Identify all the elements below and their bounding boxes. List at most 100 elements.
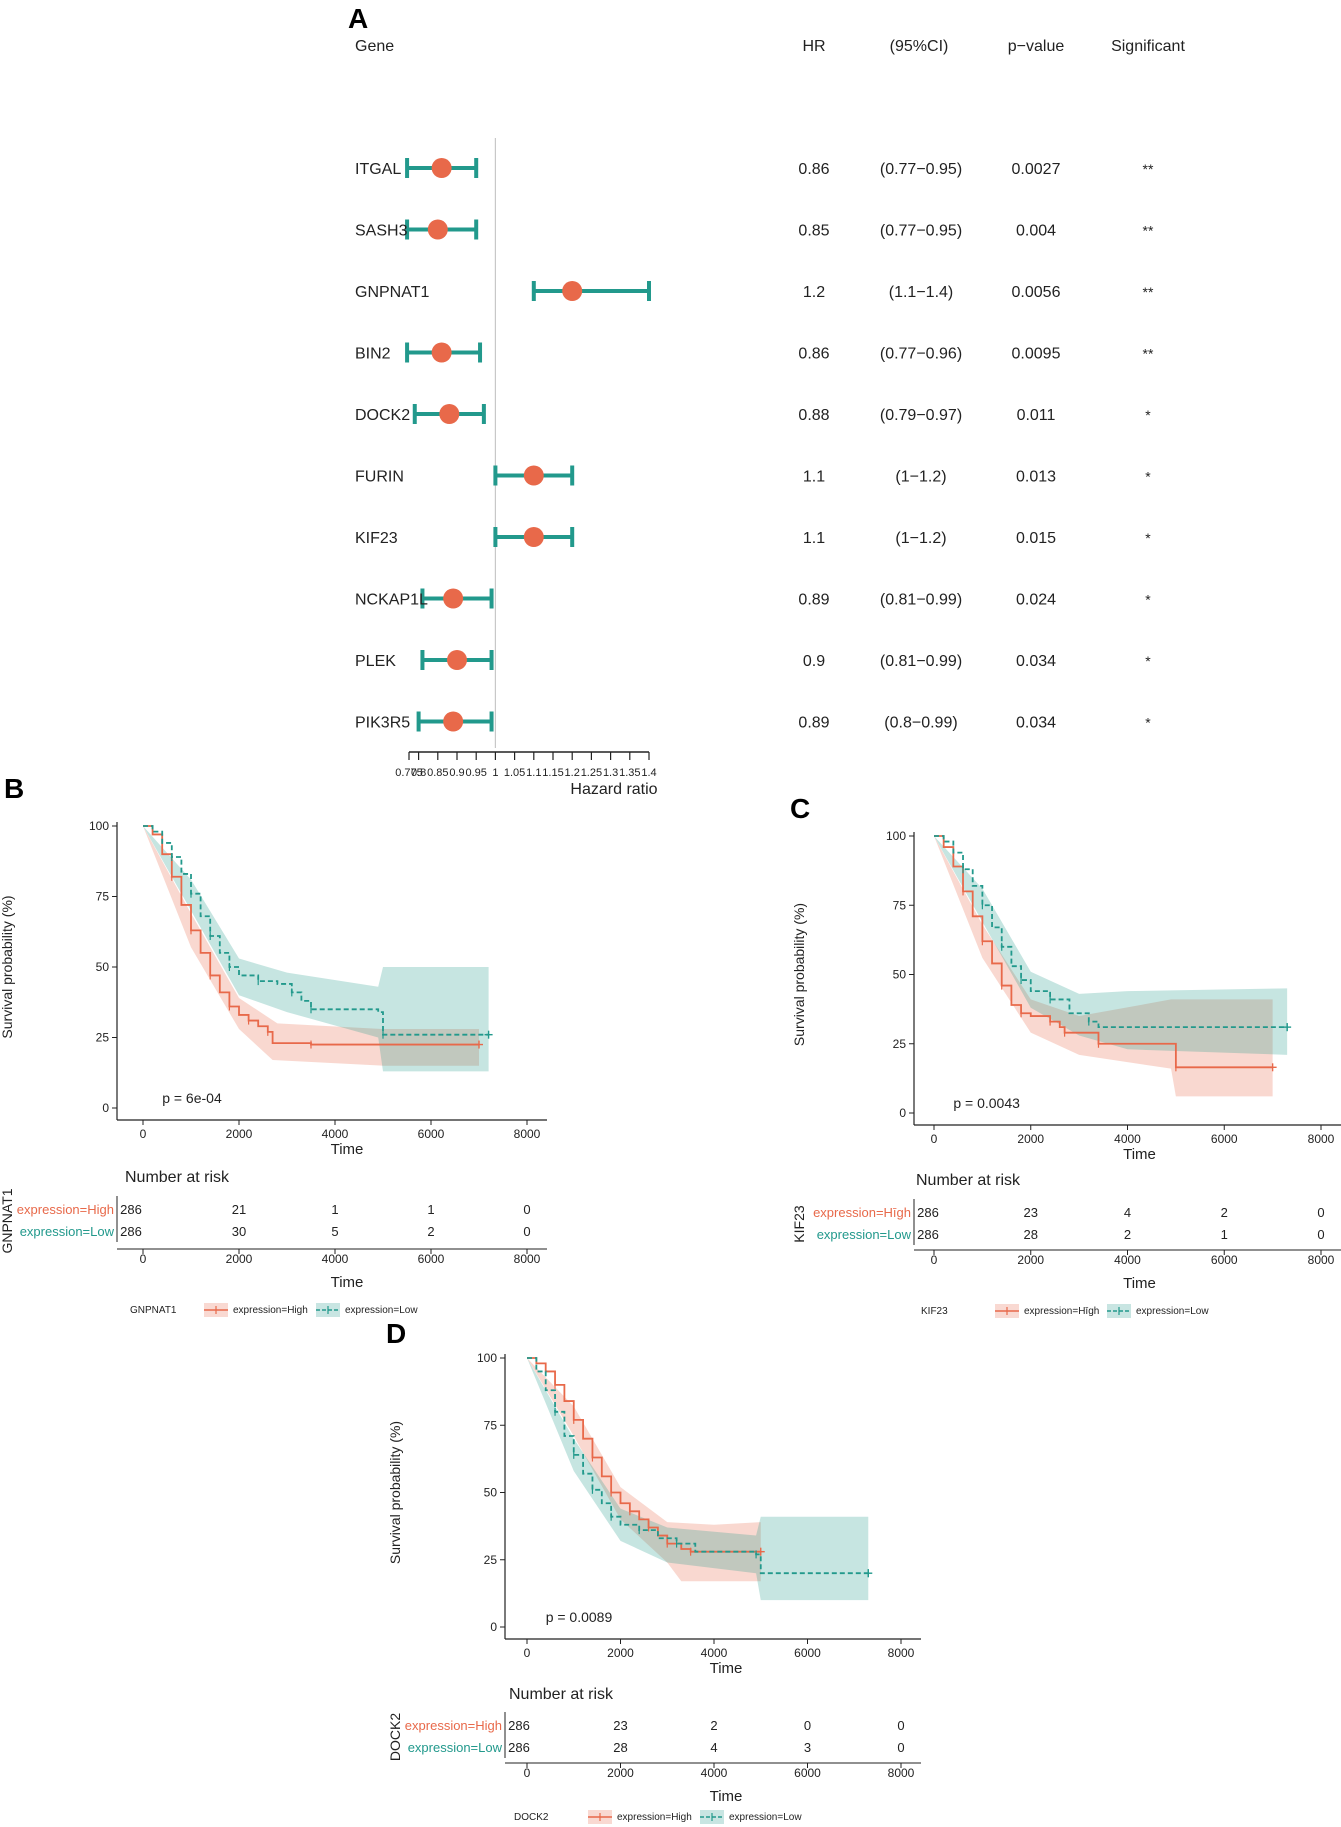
forest-row bbox=[493, 465, 575, 486]
risk-count: 4 bbox=[710, 1740, 717, 1755]
risk-count: 2 bbox=[1124, 1227, 1131, 1242]
gene-label: DOCK2 bbox=[355, 407, 410, 424]
hr-point bbox=[431, 158, 452, 178]
risk-row-label-low: expression=Low bbox=[408, 1740, 503, 1755]
hr-point bbox=[443, 711, 464, 732]
risk-count: 1 bbox=[1221, 1227, 1228, 1242]
ci-value: (0.81−0.99) bbox=[880, 592, 962, 609]
significance-stars: * bbox=[1145, 653, 1151, 669]
forest-row bbox=[412, 404, 486, 424]
x-tick-label: 2000 bbox=[607, 1646, 634, 1660]
y-tick-label: 100 bbox=[89, 819, 109, 833]
forest-row bbox=[405, 158, 479, 178]
x-tick-label: 8000 bbox=[888, 1646, 915, 1660]
ci-band-low bbox=[143, 826, 489, 1072]
y-tick-label: 100 bbox=[477, 1351, 497, 1365]
p-value-label: p = 6e-04 bbox=[162, 1090, 222, 1106]
y-tick-label: 50 bbox=[893, 968, 907, 982]
gene-label: GNPNAT1 bbox=[355, 284, 429, 301]
y-tick-label: 0 bbox=[490, 1620, 497, 1634]
x-tick-label: 4000 bbox=[1114, 1132, 1141, 1146]
y-axis-label: Survival probability (%) bbox=[387, 1421, 403, 1564]
p-value-label: p = 0.0043 bbox=[953, 1095, 1020, 1111]
risk-count: 30 bbox=[232, 1224, 246, 1239]
x-tick-label: 6000 bbox=[794, 1646, 821, 1660]
hr-point bbox=[447, 650, 467, 670]
hr-value: 0.86 bbox=[798, 161, 829, 178]
risk-gene-label: DOCK2 bbox=[387, 1713, 403, 1761]
forest-tick-label: 0.9 bbox=[449, 767, 464, 779]
p-value: 0.0027 bbox=[1012, 161, 1061, 178]
gene-label: FURIN bbox=[355, 469, 404, 486]
panel-label-c: C bbox=[790, 793, 810, 824]
risk-count: 1 bbox=[427, 1202, 434, 1217]
forest-tick-label: 1 bbox=[492, 767, 498, 779]
gene-label: SASH3 bbox=[355, 223, 408, 240]
header-ci: (95%CI) bbox=[890, 38, 949, 55]
forest-tick-label: 1.35 bbox=[619, 767, 640, 779]
hr-value: 0.89 bbox=[798, 592, 829, 609]
significance-stars: * bbox=[1145, 407, 1151, 423]
p-value: 0.034 bbox=[1016, 653, 1056, 670]
km-curve-low bbox=[934, 835, 1288, 1029]
ci-value: (1−1.2) bbox=[895, 530, 946, 547]
ci-value: (1−1.2) bbox=[895, 469, 946, 486]
forest-tick-label: 1.1 bbox=[526, 767, 541, 779]
risk-count: 28 bbox=[1024, 1227, 1038, 1242]
significance-stars: * bbox=[1145, 592, 1151, 608]
legend-title: GNPNAT1 bbox=[130, 1305, 177, 1316]
hr-point bbox=[523, 527, 544, 547]
risk-count: 0 bbox=[1317, 1205, 1324, 1220]
risk-count: 2 bbox=[1221, 1205, 1228, 1220]
panel-label-d: D bbox=[386, 1318, 406, 1349]
ci-band-low bbox=[527, 1358, 869, 1601]
forest-tick-label: 0.95 bbox=[465, 767, 486, 779]
risk-x-tick-label: 8000 bbox=[1308, 1253, 1335, 1267]
risk-x-axis-label: Time bbox=[331, 1274, 364, 1291]
legend-label-low: expression=Low bbox=[345, 1305, 418, 1316]
hr-point bbox=[431, 342, 452, 363]
p-value: 0.013 bbox=[1016, 469, 1056, 486]
panel-label-a: A bbox=[348, 3, 368, 34]
risk-count: 286 bbox=[917, 1227, 939, 1242]
x-tick-label: 8000 bbox=[1308, 1132, 1335, 1146]
risk-row-label-low: expression=Low bbox=[20, 1224, 115, 1239]
forest-tick-label: 1.2 bbox=[565, 767, 580, 779]
y-tick-label: 0 bbox=[102, 1101, 109, 1115]
y-tick-label: 100 bbox=[886, 829, 906, 843]
hr-value: 1.2 bbox=[803, 284, 825, 301]
forest-tick-label: 0.8 bbox=[411, 767, 426, 779]
risk-count: 0 bbox=[897, 1740, 904, 1755]
risk-x-tick-label: 4000 bbox=[1114, 1253, 1141, 1267]
y-tick-label: 25 bbox=[96, 1031, 110, 1045]
gene-label: ITGAL bbox=[355, 161, 401, 178]
risk-count: 0 bbox=[523, 1202, 530, 1217]
x-tick-label: 2000 bbox=[226, 1127, 253, 1141]
y-tick-label: 75 bbox=[484, 1418, 498, 1432]
ci-value: (1.1−1.4) bbox=[889, 284, 953, 301]
risk-count: 0 bbox=[897, 1718, 904, 1733]
x-tick-label: 4000 bbox=[701, 1646, 728, 1660]
significance-stars: ** bbox=[1143, 161, 1154, 177]
ci-value: (0.77−0.95) bbox=[880, 161, 962, 178]
km-curve-high bbox=[934, 835, 1273, 1069]
risk-count: 5 bbox=[331, 1224, 338, 1239]
risk-count: 286 bbox=[917, 1205, 939, 1220]
hr-value: 0.86 bbox=[798, 346, 829, 363]
hr-point bbox=[523, 465, 544, 486]
forest-row bbox=[405, 219, 479, 240]
forest-tick-label: 1.25 bbox=[581, 767, 602, 779]
risk-count: 4 bbox=[1124, 1205, 1131, 1220]
risk-x-tick-label: 2000 bbox=[226, 1252, 253, 1266]
significance-stars: ** bbox=[1143, 223, 1154, 239]
risk-x-tick-label: 0 bbox=[931, 1253, 938, 1267]
risk-x-tick-label: 6000 bbox=[418, 1252, 445, 1266]
x-tick-label: 6000 bbox=[418, 1127, 445, 1141]
risk-count: 21 bbox=[232, 1202, 246, 1217]
p-value: 0.034 bbox=[1016, 715, 1056, 732]
hr-point bbox=[427, 219, 448, 240]
risk-x-tick-label: 6000 bbox=[794, 1766, 821, 1780]
y-tick-label: 50 bbox=[96, 960, 110, 974]
p-value: 0.011 bbox=[1017, 407, 1056, 424]
